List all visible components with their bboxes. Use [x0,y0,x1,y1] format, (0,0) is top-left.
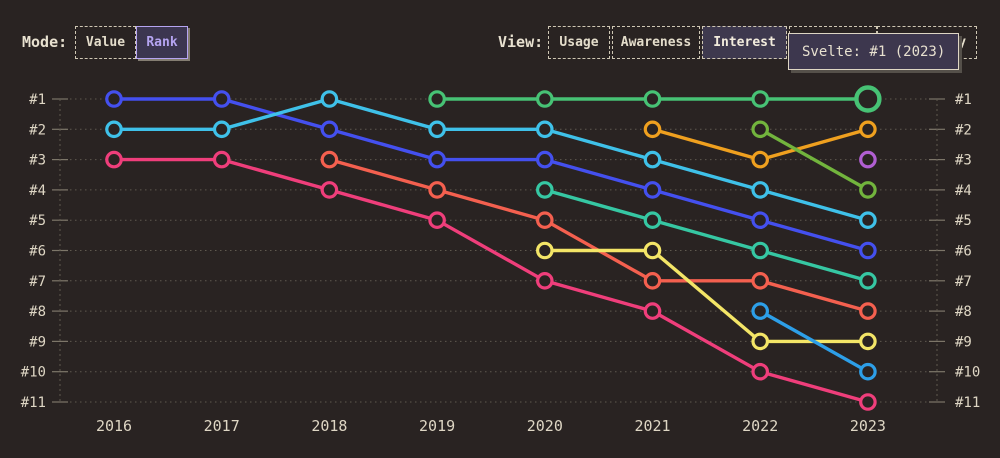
series-line-salmon [327,157,870,313]
rank-label-right: #4 [955,183,972,199]
data-point-indigo-2022[interactable] [751,211,769,229]
data-point-teal-2021[interactable] [643,211,662,229]
data-point-cyan-2021[interactable] [643,150,662,169]
data-point-purple-2023[interactable] [859,150,877,169]
mode-label: Mode: [22,33,68,51]
data-point-salmon-2019[interactable] [428,181,446,199]
data-point-salmon-2023[interactable] [859,302,877,320]
data-point-orange-2023[interactable] [859,120,877,139]
rank-label-right: #2 [955,122,972,138]
data-point-teal-2023[interactable] [859,271,877,290]
data-point-cyan-2022[interactable] [751,181,769,199]
year-label: 2017 [204,417,240,435]
data-point-sky-2022[interactable] [751,302,769,320]
data-point-salmon-2018[interactable] [320,150,339,169]
rank-label-left: #5 [29,213,46,229]
rank-label-right: #6 [955,244,972,260]
tooltip-text: Svelte: #1 (2023) [802,43,946,60]
data-point-yellow-2020[interactable] [535,241,554,260]
series-line-indigo [112,97,870,253]
data-point-svelte-green-2021[interactable] [643,90,662,108]
data-point-cyan-2018[interactable] [320,90,339,108]
data-point-salmon-2021[interactable] [643,271,662,290]
view-label: View: [498,33,544,51]
data-point-pink-2018[interactable] [320,181,339,199]
data-point-yellow-2022[interactable] [751,332,769,351]
data-point-salmon-2022[interactable] [751,271,769,290]
rank-label-left: #2 [29,122,46,138]
data-point-pink-2019[interactable] [428,211,446,229]
year-label: 2023 [850,417,886,435]
view-option-awareness[interactable]: Awareness [612,26,700,59]
data-point-teal-2022[interactable] [751,241,769,260]
data-point-pink-2020[interactable] [535,271,554,290]
data-point-highlighted-svelte-green-2023[interactable] [854,85,882,113]
view-option-interest[interactable]: Interest [702,26,787,59]
year-label: 2021 [634,417,670,435]
data-point-pink-2022[interactable] [751,362,769,381]
series-line-cyan [112,97,870,222]
rank-label-right: #11 [955,395,980,411]
rank-label-right: #10 [955,365,980,381]
mode-option-value[interactable]: Value [75,26,136,59]
data-point-orange-2022[interactable] [751,150,769,169]
data-point-cyan-2016[interactable] [105,120,123,139]
rank-label-right: #1 [955,92,972,108]
rank-label-right: #3 [955,153,972,169]
year-label: 2019 [419,417,455,435]
data-point-indigo-2017[interactable] [212,90,231,108]
data-point-indigo-2021[interactable] [643,181,662,199]
rank-label-left: #6 [29,244,46,260]
rank-label-right: #7 [955,274,972,290]
rank-label-left: #9 [29,334,46,350]
data-point-sky-2023[interactable] [859,362,877,381]
rank-label-left: #4 [29,183,46,199]
data-point-yellow-2021[interactable] [643,241,662,260]
rank-label-left: #10 [21,365,46,381]
rank-label-left: #3 [29,153,46,169]
rank-label-right: #9 [955,334,972,350]
data-point-pink-2017[interactable] [212,150,231,169]
rank-label-right: #5 [955,213,972,229]
data-point-svelte-green-2019[interactable] [428,90,446,108]
data-point-salmon-2020[interactable] [535,211,554,229]
data-point-svelte-green-2020[interactable] [535,90,554,108]
series-line-teal [543,188,870,283]
data-point-yellow-2023[interactable] [859,332,877,351]
data-point-lime-2022[interactable] [751,120,769,139]
data-point-lime-2023[interactable] [859,181,877,199]
rank-label-left: #7 [29,274,46,290]
view-option-usage[interactable]: Usage [548,26,610,59]
data-point-indigo-2020[interactable] [535,150,554,169]
year-label: 2020 [527,417,563,435]
series-line-sky [758,309,870,374]
data-point-cyan-2017[interactable] [212,120,231,139]
rank-label-left: #11 [21,395,46,411]
data-point-indigo-2023[interactable] [859,241,877,260]
data-point-indigo-2019[interactable] [428,150,446,169]
hover-tooltip: Svelte: #1 (2023) [788,33,960,70]
data-point-cyan-2023[interactable] [859,211,877,229]
data-point-cyan-2020[interactable] [535,120,554,139]
series-line-pink [112,157,870,404]
data-point-indigo-2018[interactable] [320,120,339,139]
data-point-pink-2023[interactable] [859,393,877,411]
data-point-indigo-2016[interactable] [105,90,123,108]
year-label: 2022 [742,417,778,435]
year-label: 2018 [311,417,347,435]
data-point-orange-2021[interactable] [643,120,662,139]
rank-label-left: #8 [29,304,46,320]
data-point-teal-2020[interactable] [535,181,554,199]
year-label: 2016 [96,417,132,435]
data-point-pink-2021[interactable] [643,302,662,320]
data-point-cyan-2019[interactable] [428,120,446,139]
data-point-pink-2016[interactable] [105,150,123,169]
rank-label-left: #1 [29,92,46,108]
mode-option-rank[interactable]: Rank [136,26,188,59]
data-point-svelte-green-2022[interactable] [751,90,769,108]
rank-label-right: #8 [955,304,972,320]
series-line-lime [758,127,870,192]
